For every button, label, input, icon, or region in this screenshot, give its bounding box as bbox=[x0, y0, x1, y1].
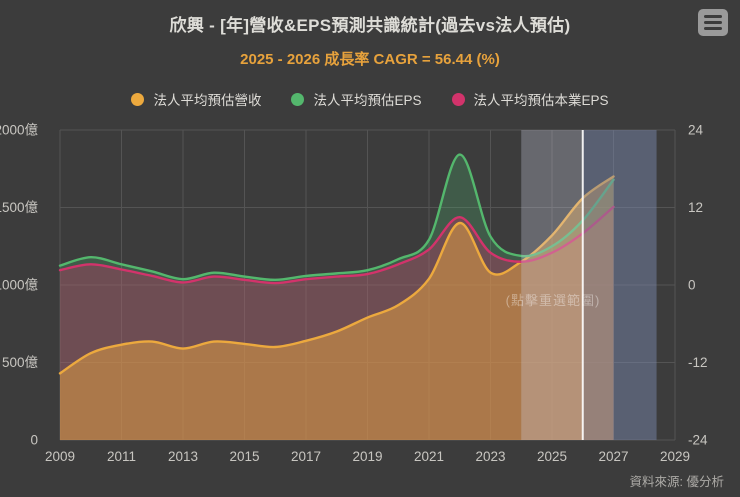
series-line-eps bbox=[58, 153, 615, 282]
legend-label: 法人平均預估EPS bbox=[313, 93, 422, 108]
legend-dot-eps bbox=[291, 92, 305, 106]
legend-item-eps[interactable]: 法人平均預估EPS bbox=[291, 89, 422, 109]
y-axis-right-label: 24 bbox=[688, 123, 704, 138]
cagr-subtitle: 2025 - 2026 成長率 CAGR = 56.44 (%) bbox=[240, 51, 500, 68]
legend-label: 法人平均預估本業EPS bbox=[473, 93, 609, 108]
x-axis-label: 2013 bbox=[168, 449, 198, 464]
y-axis-right-label: 0 bbox=[688, 278, 696, 293]
x-axis-label: 2019 bbox=[352, 449, 382, 464]
x-axis-label: 2011 bbox=[107, 449, 136, 464]
menu-bar bbox=[704, 27, 722, 30]
data-source-label: 資料來源: 優分析 bbox=[629, 475, 724, 489]
x-axis-label: 2023 bbox=[475, 449, 505, 464]
y-axis-left-label: 1500億 bbox=[0, 200, 38, 215]
x-axis-label: 2021 bbox=[414, 449, 444, 464]
x-axis-label: 2015 bbox=[229, 449, 259, 464]
y-axis-right-label: 12 bbox=[688, 200, 703, 215]
x-axis-label: 2017 bbox=[291, 449, 321, 464]
y-axis-left-label: 500億 bbox=[2, 355, 39, 370]
menu-bar bbox=[704, 15, 722, 18]
page-title: 欣興 - [年]營收&EPS預測共識統計(過去vs法人預估) bbox=[169, 16, 571, 35]
series-area-revenue bbox=[60, 176, 614, 440]
legend: 法人平均預估營收 法人平均預估EPS 法人平均預估本業EPS bbox=[0, 89, 740, 109]
x-axis-label: 2009 bbox=[45, 449, 75, 464]
x-axis-label: 2027 bbox=[598, 449, 628, 464]
series-line-core-eps bbox=[58, 205, 615, 285]
legend-item-core-eps[interactable]: 法人平均預估本業EPS bbox=[451, 89, 609, 109]
y-axis-left-label: 2000億 bbox=[0, 123, 38, 138]
legend-dot-core-eps bbox=[451, 92, 465, 106]
x-axis-label: 2029 bbox=[660, 449, 690, 464]
menu-bar bbox=[704, 21, 722, 24]
legend-dot-revenue bbox=[131, 92, 145, 106]
hamburger-menu-icon[interactable] bbox=[698, 9, 728, 36]
y-axis-right-label: -12 bbox=[688, 355, 708, 370]
y-axis-left-label: 0 bbox=[30, 433, 38, 448]
legend-item-revenue[interactable]: 法人平均預估營收 bbox=[131, 89, 261, 109]
forecast-region-highlight[interactable] bbox=[521, 130, 583, 440]
y-axis-right-label: -24 bbox=[688, 433, 708, 448]
forecast-region-future[interactable] bbox=[582, 130, 657, 440]
y-axis-left-label: 1000億 bbox=[0, 278, 38, 293]
x-axis-label: 2025 bbox=[537, 449, 567, 464]
legend-label: 法人平均預估營收 bbox=[153, 93, 262, 108]
